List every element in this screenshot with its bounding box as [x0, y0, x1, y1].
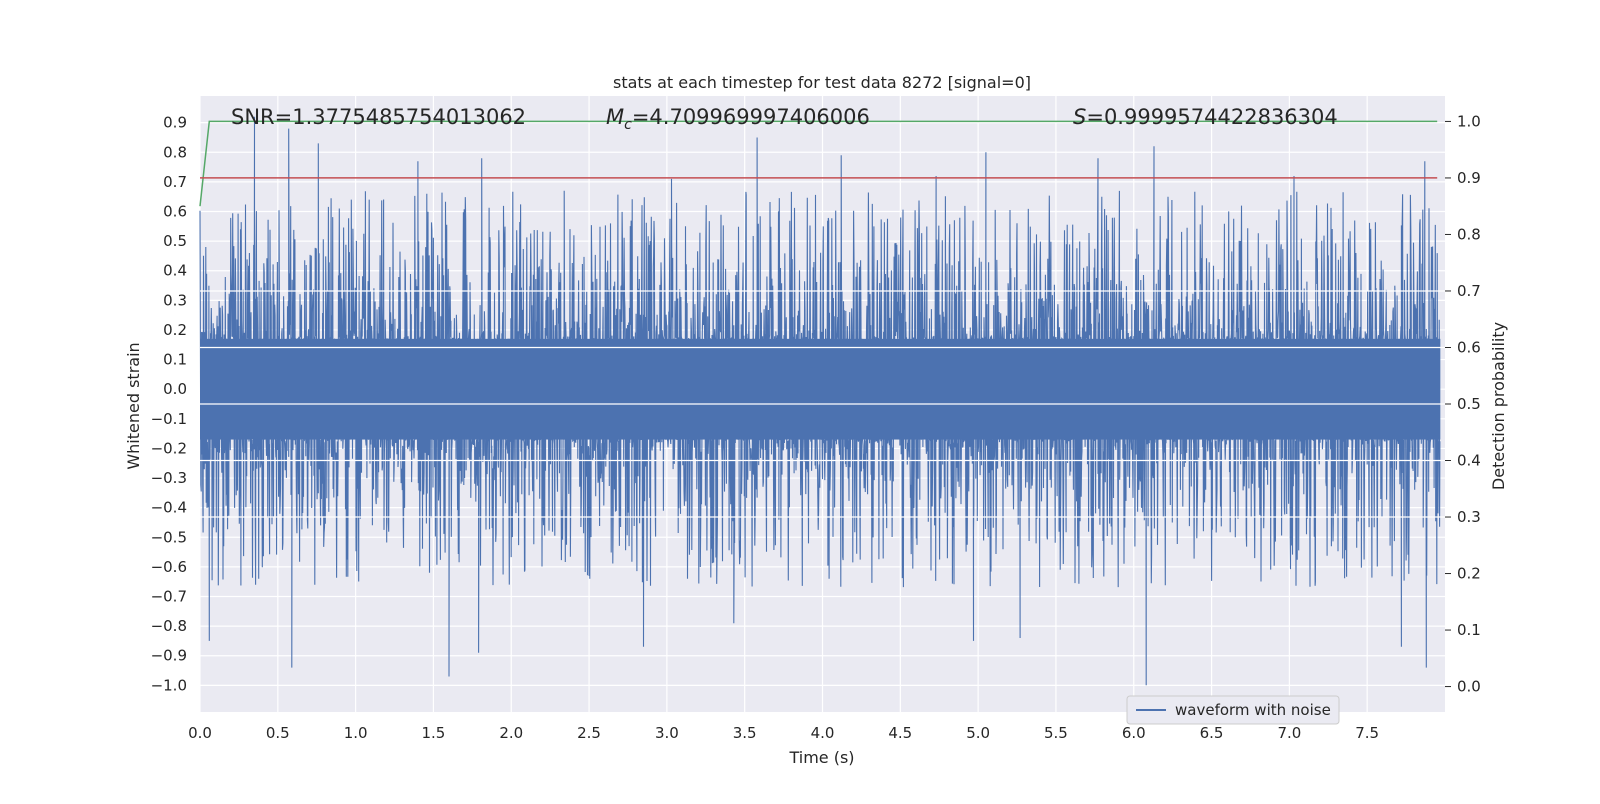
y-tick-label: 0.6 [163, 203, 187, 221]
waveform-band [200, 338, 1441, 440]
x-tick-label: 4.0 [811, 724, 835, 742]
y-tick-label: −0.7 [151, 588, 187, 606]
y2-axis-label: Detection probability [1489, 322, 1508, 490]
mc-symbol: M [606, 105, 624, 129]
x-tick-label: 4.5 [888, 724, 912, 742]
y-tick-label: −0.5 [151, 528, 187, 546]
x-tick-label: 0.0 [188, 724, 212, 742]
y2-tick-label: 0.6 [1457, 338, 1481, 356]
x-tick-label: 0.5 [266, 724, 290, 742]
y2-tick-label: 0.8 [1457, 225, 1481, 243]
y2-tick-label: 0.1 [1457, 621, 1481, 639]
y-tick-label: −0.8 [151, 617, 187, 635]
s-symbol: S [1073, 105, 1086, 129]
x-tick-label: 3.0 [655, 724, 679, 742]
mc-value: =4.709969997406006 [632, 105, 870, 129]
waveform-line [199, 116, 1441, 686]
y2-tick-label: 0.7 [1457, 282, 1481, 300]
x-axis-label: Time (s) [788, 748, 854, 767]
y-tick-label: 0.4 [163, 262, 187, 280]
x-tick-label: 1.5 [422, 724, 446, 742]
probability-series [199, 120, 1438, 207]
legend: waveform with noise [1126, 695, 1340, 725]
y2-tick-label: 0.2 [1457, 565, 1481, 583]
y-tick-label: −0.3 [151, 469, 187, 487]
y-tick-label: 0.3 [163, 291, 187, 309]
x-tick-label: 7.5 [1355, 724, 1379, 742]
x-axis-ticks: 0.0 0.5 1.0 1.5 2.0 2.5 3.0 3.5 4.0 4.5 5.0 5.5 6.0 6… [188, 724, 1379, 742]
mc-annotation: Mc=4.709969997406006 [606, 105, 870, 133]
s-value: =0.9999574422836304 [1086, 105, 1337, 129]
x-tick-label: 2.5 [577, 724, 601, 742]
y-tick-label: 0.5 [163, 232, 187, 250]
y2-tick-label: 1.0 [1457, 112, 1481, 130]
y-tick-label: 0.9 [163, 114, 187, 132]
y-tick-label: −0.4 [151, 499, 187, 517]
legend-box [1126, 695, 1340, 725]
y-axis-ticks: 0.9 0.8 0.7 0.6 0.5 0.4 0.3 0.2 0.1 0.0 −0.1 −0.2 −0… [151, 114, 187, 695]
y2-axis-ticks: 1.0 0.9 0.8 0.7 0.6 0.5 0.4 0.3 0.2 0.1 0.0 [1445, 112, 1481, 696]
x-tick-label: 5.5 [1044, 724, 1068, 742]
x-tick-label: 6.0 [1122, 724, 1146, 742]
y2-tick-label: 0.9 [1457, 169, 1481, 187]
x-tick-label: 7.0 [1277, 724, 1301, 742]
x-tick-label: 1.0 [344, 724, 368, 742]
y-axis-label: Whitened strain [124, 342, 143, 469]
x-tick-label: 6.5 [1200, 724, 1224, 742]
waveform-series [199, 116, 1445, 686]
y-tick-label: 0.1 [163, 351, 187, 369]
snr-annotation: SNR=1.3775485754013062 [231, 105, 526, 129]
mc-subscript: c [624, 117, 632, 133]
chart-title: stats at each timestep for test data 827… [613, 73, 1031, 92]
y-tick-label: 0.2 [163, 321, 187, 339]
y-tick-label: −0.2 [151, 439, 187, 457]
y-tick-label: 0.0 [163, 380, 187, 398]
y-tick-label: −0.1 [151, 410, 187, 428]
legend-label-waveform: waveform with noise [1175, 701, 1331, 719]
y-tick-label: −1.0 [151, 676, 187, 694]
s-annotation: S=0.9999574422836304 [1073, 105, 1338, 129]
y2-tick-label: 0.3 [1457, 508, 1481, 526]
x-tick-label: 3.5 [733, 724, 757, 742]
y-tick-label: −0.6 [151, 558, 187, 576]
y2-tick-label: 0.4 [1457, 452, 1481, 470]
detection-probability-line [199, 120, 1438, 207]
x-tick-label: 2.0 [499, 724, 523, 742]
y-tick-label: 0.7 [163, 173, 187, 191]
x-tick-label: 5.0 [966, 724, 990, 742]
y2-tick-label: 0.0 [1457, 678, 1481, 696]
y-tick-label: 0.8 [163, 143, 187, 161]
y2-tick-label: 0.5 [1457, 395, 1481, 413]
y-tick-label: −0.9 [151, 647, 187, 665]
